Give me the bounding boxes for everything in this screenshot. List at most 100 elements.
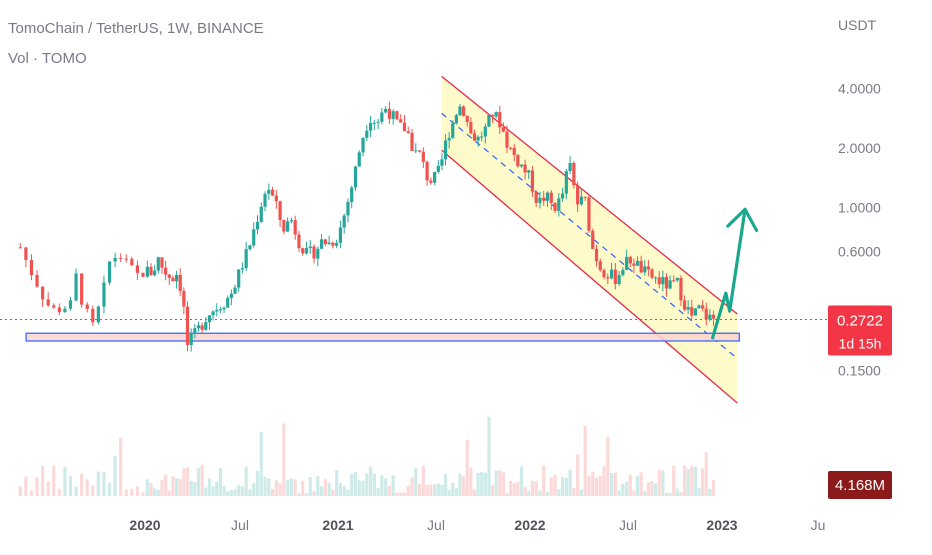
volume-bar [542, 465, 546, 496]
candle-body [679, 277, 683, 301]
candle-body [440, 159, 444, 166]
candle-body [35, 275, 39, 287]
volume-bar [635, 475, 640, 496]
candle-body [255, 221, 260, 230]
candlestick-series [18, 101, 716, 352]
candle-body [233, 287, 237, 294]
candle-body [289, 220, 294, 222]
candle-body [259, 206, 263, 222]
candle-body [196, 325, 201, 329]
volume-bar [252, 483, 256, 496]
candle-body [380, 112, 384, 122]
volume-bar [319, 486, 324, 496]
candle-body [174, 274, 179, 282]
candle-body [646, 266, 650, 270]
candle-body [278, 201, 282, 220]
projection-arrow[interactable] [710, 207, 759, 340]
volume-bar [331, 489, 335, 496]
candle-body [323, 239, 327, 245]
candle-body [338, 227, 343, 243]
candle-body [414, 150, 418, 152]
candle-body [654, 277, 658, 279]
candle-body [211, 311, 215, 316]
candle-body [145, 266, 149, 277]
support-zone[interactable] [0, 318, 828, 342]
volume-bars [18, 416, 716, 496]
volume-bar [164, 475, 168, 496]
volume-bar [587, 475, 591, 496]
candle-body [583, 196, 587, 198]
candle-body [711, 314, 716, 319]
volume-bar [91, 485, 95, 496]
time-tick-label: 2020 [129, 517, 160, 533]
volume-bar [297, 492, 301, 496]
candle-body [621, 269, 625, 276]
candle-body [193, 328, 197, 334]
candle-body [549, 192, 553, 204]
candle-body [274, 195, 278, 202]
candle-body [425, 161, 429, 181]
volume-bar [204, 487, 208, 496]
volume-bar [102, 472, 106, 496]
volume-bar [174, 478, 179, 496]
volume-bar [505, 492, 509, 496]
price-countdown-label: 1d 15h [839, 335, 882, 351]
volume-bar [35, 477, 39, 496]
candle-body [436, 165, 440, 172]
volume-bar [509, 480, 513, 496]
candle-body [365, 130, 369, 138]
candle-body [267, 189, 271, 194]
candle-body [560, 193, 565, 199]
candle-body [530, 170, 535, 192]
candle-body [568, 163, 572, 172]
volume-bar [417, 483, 422, 496]
candle-body [282, 219, 286, 232]
axes: USDT4.00002.00001.00000.60000.15000.3000… [129, 17, 881, 533]
volume-bar [443, 473, 448, 496]
candle-body [316, 248, 320, 259]
candle-body [335, 242, 339, 246]
candle-body [102, 282, 106, 307]
candle-body [682, 300, 687, 310]
volume-bar [301, 480, 305, 496]
candle-body [553, 203, 557, 211]
volume-bar [697, 488, 701, 496]
candle-body [372, 122, 376, 124]
descending-channel[interactable] [441, 75, 738, 404]
candle-body [327, 242, 331, 245]
candle-body [606, 277, 610, 279]
channel-lower-line [441, 149, 738, 404]
candle-body [185, 306, 190, 345]
volume-bar [458, 473, 462, 496]
price-tick-label: 2.0000 [838, 140, 881, 156]
volume-bar [68, 476, 73, 496]
candle-body [350, 187, 354, 203]
volume-bar [255, 470, 260, 496]
volume-bar [18, 486, 22, 496]
volume-bar [149, 483, 153, 496]
candle-body [572, 163, 576, 186]
volume-bar [686, 469, 690, 496]
candle-body [591, 230, 595, 249]
volume-bar [632, 490, 636, 496]
candle-body [509, 147, 513, 149]
candle-body [672, 280, 676, 282]
time-tick-label: Jul [427, 517, 445, 533]
candle-body [527, 170, 531, 173]
candle-body [480, 136, 484, 138]
candle-body [74, 273, 78, 301]
volume-bar [447, 489, 451, 496]
candle-body [512, 147, 516, 156]
volume-bar [646, 482, 650, 496]
arrow-path [710, 207, 747, 340]
volume-bar [527, 491, 531, 496]
candle-body [433, 171, 437, 183]
candle-body [124, 258, 128, 260]
volume-bar [406, 485, 410, 496]
channel-midline [441, 112, 738, 360]
volume-bar [576, 454, 580, 496]
candle-body [91, 308, 95, 323]
candle-body [226, 298, 230, 308]
volume-bar [193, 482, 197, 496]
